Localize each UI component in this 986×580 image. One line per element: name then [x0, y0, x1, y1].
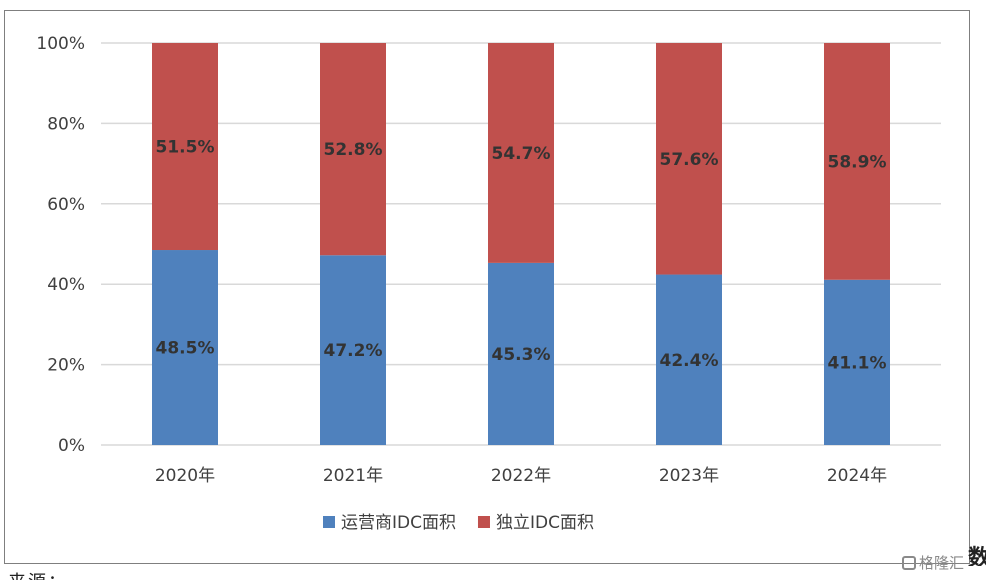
data-label: 42.4%	[660, 351, 719, 371]
bar-operator	[152, 250, 218, 445]
legend: 运营商IDC面积 独立IDC面积	[323, 513, 594, 533]
x-tick-label: 2024年	[827, 466, 887, 486]
cropped-side-text: 数	[968, 540, 986, 566]
side-fragment: 数	[968, 546, 986, 566]
data-label: 41.1%	[828, 353, 887, 373]
bars	[152, 43, 890, 445]
y-tick-label: 20%	[47, 356, 85, 376]
data-label: 48.5%	[156, 339, 215, 359]
y-tick-label: 80%	[47, 114, 85, 134]
x-tick-label: 2020年	[155, 466, 215, 486]
bar-independent	[152, 43, 218, 251]
stacked-bar-chart: 0%20%40%60%80%100% 48.5%51.5%47.2%52.8%4…	[36, 34, 941, 533]
bar-operator	[656, 274, 722, 445]
legend-label-independent: 独立IDC面积	[496, 513, 594, 533]
bar-independent	[656, 43, 722, 275]
legend-label-operator: 运营商IDC面积	[341, 513, 456, 533]
data-label: 51.5%	[156, 138, 215, 158]
y-axis-ticks: 0% 20% 40% 60% 80% 100%	[36, 34, 85, 456]
y-tick-label: 0%	[58, 436, 85, 456]
data-labels: 48.5% 51.5% 47.2% 52.8% 45.3% 54.7% 42.4% 57.6%…	[156, 138, 887, 374]
watermark: 格隆汇	[901, 552, 964, 573]
footer-fragment: 来源：	[8, 568, 368, 580]
bar-independent	[488, 43, 554, 263]
y-tick-label: 40%	[47, 275, 85, 295]
logo-icon	[901, 555, 916, 570]
chart-frame: 0% 20% 40% 60% 80% 100% 48.5% 51.5% 47.2% 52.8% 4…	[4, 10, 970, 564]
data-label: 47.2%	[324, 341, 383, 361]
watermark-text: 格隆汇	[918, 554, 964, 572]
cropped-source-line: 来源：	[8, 566, 368, 580]
bar-operator	[488, 262, 554, 445]
bar-operator	[320, 255, 386, 445]
bar-operator	[824, 279, 890, 445]
data-label: 45.3%	[492, 345, 551, 365]
data-label: 57.6%	[660, 150, 719, 170]
x-tick-label: 2022年	[491, 466, 551, 486]
x-tick-label: 2021年	[323, 466, 383, 486]
legend-swatch-operator	[323, 516, 335, 528]
bar-independent	[320, 43, 386, 256]
bar-independent	[824, 43, 890, 280]
x-axis-ticks: 2020年 2021年 2022年 2023年 2024年	[155, 466, 887, 486]
y-tick-label: 60%	[47, 195, 85, 215]
x-tick-label: 2023年	[659, 466, 719, 486]
data-label: 52.8%	[324, 140, 383, 160]
data-label: 58.9%	[828, 152, 887, 172]
data-label: 54.7%	[492, 144, 551, 164]
legend-swatch-independent	[477, 516, 490, 528]
y-tick-label: 100%	[36, 34, 85, 54]
